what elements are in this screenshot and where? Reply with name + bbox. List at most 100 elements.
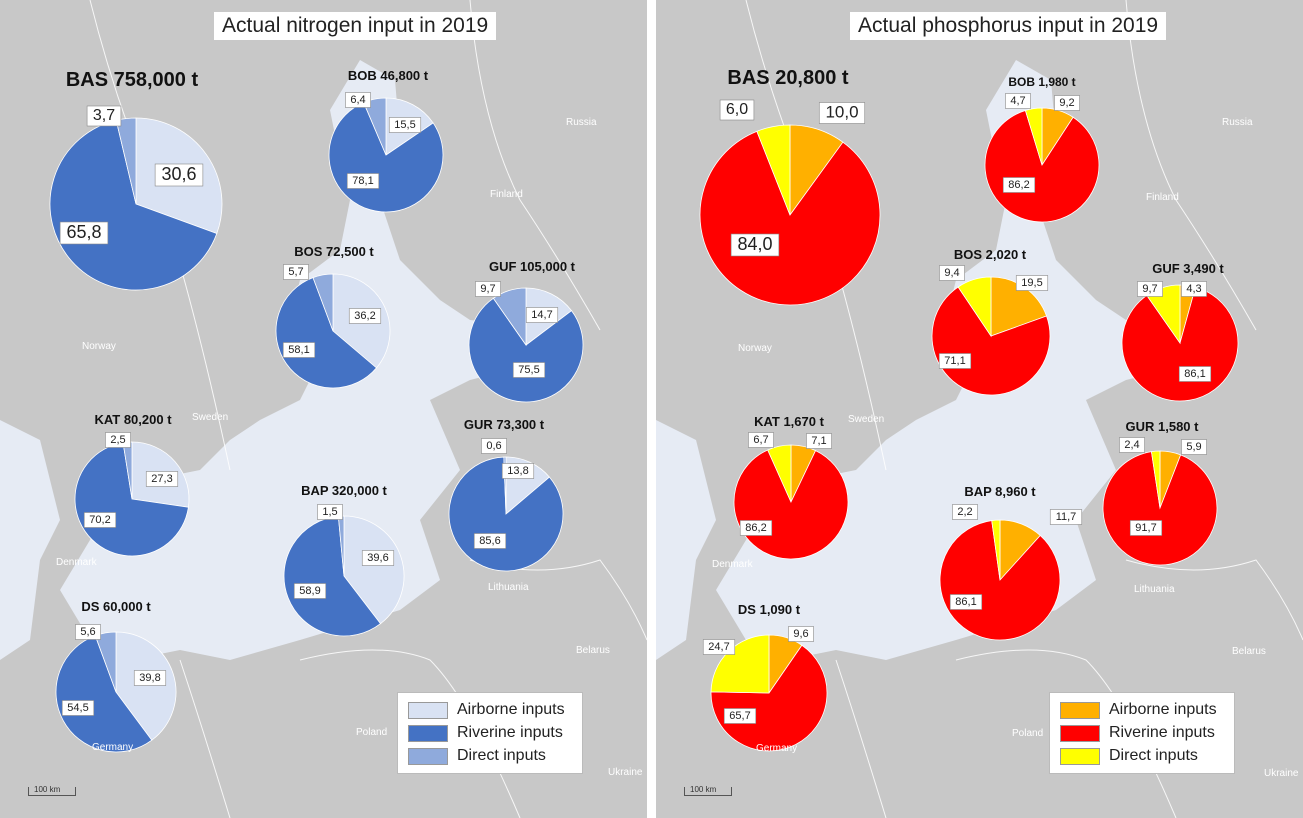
country-label-denmark: Denmark [56,557,97,568]
country-label-norway: Norway [82,341,116,352]
pie-title: GUR 1,580 t [1126,419,1200,434]
pie-value-label-riverine: 71,1 [944,355,965,367]
pie-value-label-riverine-box [949,594,983,610]
pie-value-label-airborne-box [1054,95,1080,111]
country-label-lithuania: Lithuania [488,582,529,593]
pie-value-label-riverine-box [282,342,316,358]
pie-value-label-airborne-box [154,163,204,187]
pie-slice-riverine [1102,451,1218,566]
phosphorus-map: BAS 20,800 t 10,0 84,0 6,0 BOB 1,980 t 9,2 86,… [656,0,1303,818]
pie-title: BAS 20,800 t [727,67,849,89]
pie-value-label-airborne: 36,2 [354,310,375,322]
pie-value-label-direct-box [1137,281,1163,297]
pie-value-label-riverine: 78,1 [352,175,373,187]
pie-slice-riverine [939,520,1061,641]
pie-value-label-riverine-box [293,583,327,599]
pie-value-label-direct-box [86,105,122,127]
pie-value-label-airborne-box [525,307,559,323]
pie-title: BAP 8,960 t [964,484,1036,499]
map-title: Actual phosphorus input in 2019 [850,12,1167,40]
pie-slice-direct [1024,107,1043,166]
pie-value-label-airborne: 13,8 [507,465,528,477]
pie-value-label-direct: 2,5 [110,434,125,446]
pie-value-label-airborne-box [388,117,422,133]
pie-kat: KAT 1,670 t 7,1 86,2 6,7 [733,414,849,560]
country-label-ukraine: Ukraine [1264,768,1299,779]
country-label-denmark: Denmark [712,559,753,570]
border-line [835,659,887,818]
scale-label: 100 km [690,785,717,794]
pie-slice-riverine [49,119,218,291]
pie-bas: BAS 20,800 t 10,0 84,0 6,0 [699,67,881,306]
pie-value-label-airborne-box [1181,281,1207,297]
pie-value-label-riverine-box [1129,520,1163,536]
legend-item-riverine: Riverine inputs [1060,723,1215,743]
pie-bos: BOS 72,500 t 36,2 58,1 5,7 [275,244,391,389]
country-label-poland: Poland [356,727,388,738]
pie-value-label-riverine-box [83,512,117,528]
pie-bas: BAS 758,000 t 30,6 65,8 3,7 [49,69,223,291]
legend-swatch-direct [408,747,448,765]
pie-value-label-direct: 4,7 [1010,95,1025,107]
pie-slice-riverine [283,515,382,637]
pie-value-label-direct: 9,4 [944,267,959,279]
pie-value-label-direct: 0,6 [486,440,501,452]
pie-value-label-riverine-box [1002,177,1036,193]
pie-slice-direct [1150,450,1161,509]
pie-value-label-airborne-box [1181,439,1207,455]
pie-value-label-airborne: 4,3 [1186,283,1201,295]
legend-item-direct: Direct inputs [1060,746,1198,766]
pie-title: DS 60,000 t [81,599,151,614]
pie-title: KAT 1,670 t [754,414,825,429]
pie-slice-riverine [984,109,1100,223]
legend-label-riverine: Riverine inputs [457,724,563,741]
country-label-norway: Norway [738,343,772,354]
legend-item-airborne: Airborne inputs [408,700,565,720]
pie-title: BOB 46,800 t [348,68,429,83]
country-label-poland: Poland [1012,728,1044,739]
pie-value-label-airborne: 10,0 [825,102,858,121]
pie-slice-direct [957,276,992,338]
pie-value-label-riverine: 70,2 [89,514,110,526]
legend-swatch-riverine [1060,724,1100,742]
pie-value-label-riverine-box [59,221,109,245]
pie-value-label-direct: 1,5 [322,506,337,518]
pie-value-label-airborne-box [1049,509,1083,525]
pie-value-label-direct-box [283,264,309,280]
pie-slice-direct [312,273,334,332]
country-label-russia: Russia [566,117,597,128]
legend-label-direct: Direct inputs [1109,747,1198,764]
country-label-sweden: Sweden [192,412,229,423]
scale-bar [684,787,732,796]
country-label-sweden: Sweden [848,414,885,425]
pie-bob: BOB 46,800 t 15,5 78,1 6,4 [328,68,444,213]
pie-value-label-airborne: 15,5 [394,119,415,131]
border-line [179,659,231,818]
legend-item-direct: Direct inputs [408,746,546,766]
pie-value-label-direct: 5,7 [288,266,303,278]
pie-value-label-direct-box [481,438,507,454]
pie-slice-riverine [710,644,828,752]
country-label-belarus: Belarus [576,645,610,656]
pie-value-label-airborne: 39,8 [139,672,160,684]
pie-value-label-airborne-box [133,670,167,686]
scale-label: 100 km [34,785,61,794]
nitrogen-pie-layer: BAS 758,000 t 30,6 65,8 3,7 BOB 46,800 t 15,5… [49,68,584,753]
north-sea [656,420,716,660]
pie-value-label-riverine: 86,1 [1184,368,1205,380]
legend-swatch-direct [1060,747,1100,765]
pie-value-label-direct-box [702,639,736,655]
country-label-germany: Germany [92,742,134,753]
pie-slice-riverine [699,130,881,306]
pie-value-label-airborne-box [501,463,535,479]
country-label-ukraine: Ukraine [608,767,643,778]
pie-value-label-direct: 3,7 [93,107,115,124]
pie-value-label-airborne-box [788,626,814,642]
pie-title: DS 1,090 t [738,602,801,617]
pie-value-label-direct: 2,2 [957,506,972,518]
pie-value-label-riverine: 65,8 [66,222,101,242]
pie-title: GUF 105,000 t [489,259,576,274]
country-label-germany: Germany [756,743,798,754]
pie-bap: BAP 8,960 t 11,7 86,1 2,2 [939,484,1083,641]
pie-bob: BOB 1,980 t 9,2 86,2 4,7 [984,75,1100,223]
